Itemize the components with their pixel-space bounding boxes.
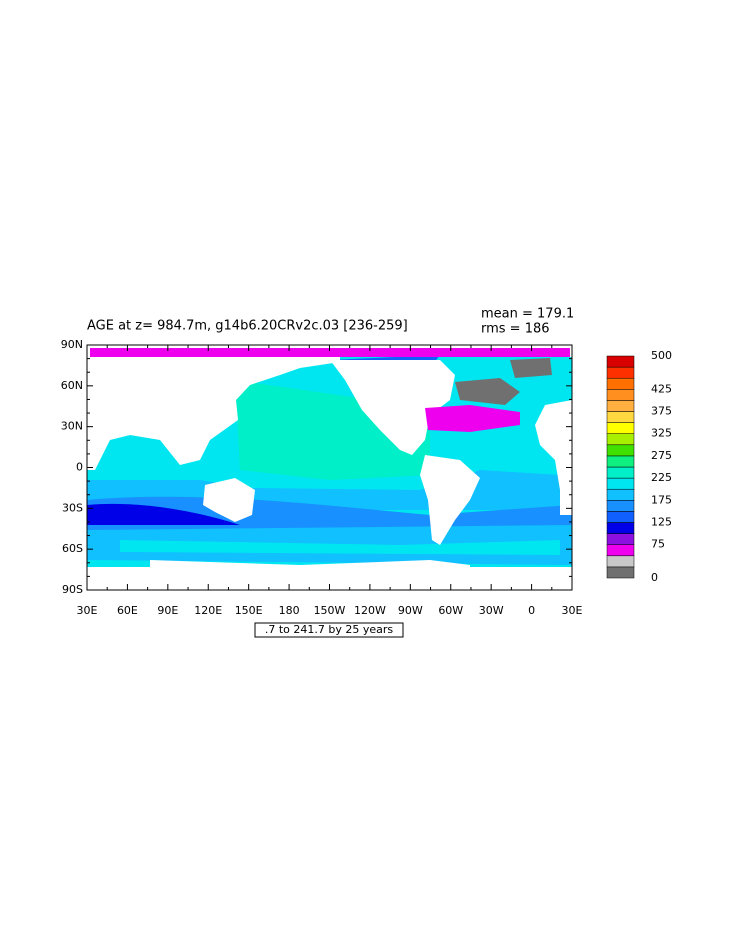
colorbar-box [606, 411, 635, 423]
x-tick-label: 0 [528, 604, 535, 617]
colorbar-label: 0 [651, 571, 658, 584]
colorbar-label: 175 [651, 493, 672, 506]
colorbar-box [606, 377, 635, 390]
colorbar-box [606, 477, 635, 490]
x-tick-label: 90E [157, 604, 178, 617]
colorbar-label: 275 [651, 449, 672, 462]
x-tick-label: 30W [479, 604, 504, 617]
x-tick-label: 180 [279, 604, 300, 617]
colorbar-label: 75 [651, 538, 665, 551]
colorbar-box [606, 533, 635, 545]
stat-mean: mean = 179.1 [481, 307, 574, 322]
x-tick-label: 30E [562, 604, 583, 617]
x-tick-label: 90W [398, 604, 423, 617]
colorbar: 0 75 125 175 225 275 325 375 425 500 [606, 349, 672, 584]
colorbar-box [606, 422, 635, 434]
note-box [254, 622, 404, 638]
colorbar-label: 225 [651, 471, 672, 484]
colorbar-label: 425 [651, 382, 672, 395]
colorbar-box [606, 511, 635, 523]
south-america [420, 455, 480, 545]
colorbar-box [606, 566, 635, 579]
colorbar-box [606, 366, 635, 379]
north-atlantic [425, 405, 520, 432]
x-tick-label: 150E [235, 604, 263, 617]
x-tick-label: 120W [354, 604, 386, 617]
colorbar-label: 500 [651, 349, 672, 362]
colorbar-box [606, 433, 635, 446]
antarctica [87, 560, 572, 590]
colorbar-box [606, 400, 635, 412]
x-tick-label: 30E [77, 604, 98, 617]
x-tick-label: 150W [314, 604, 346, 617]
colorbar-box [606, 555, 635, 568]
colorbar-box [606, 466, 635, 479]
y-tick-label: 90N [61, 338, 83, 351]
y-tick-label: 0 [76, 461, 83, 474]
x-tick-label: 120E [194, 604, 222, 617]
nordic-sea [510, 358, 552, 378]
eurasia [87, 357, 340, 470]
arctic-strip [90, 348, 570, 357]
x-tick-label: 60W [438, 604, 463, 617]
colorbar-box [606, 389, 635, 401]
colorbar-box [606, 500, 635, 512]
australia [203, 478, 255, 522]
colorbar-label: 375 [651, 405, 672, 418]
africa [535, 400, 572, 515]
colorbar-box [606, 522, 635, 534]
axes: 30E 60E 90E 120E 150E 180 150W 120W 90W 60W 30W 0 30… [61, 338, 583, 617]
colorbar-box [606, 444, 635, 457]
ocean-band [87, 503, 240, 525]
map [86, 344, 573, 591]
y-tick-label: 30N [61, 420, 83, 433]
x-tick-label: 60E [117, 604, 138, 617]
colorbar-box [606, 355, 635, 368]
y-tick-label: 60N [61, 379, 83, 392]
y-tick-label: 60S [62, 542, 83, 555]
stat-rms: rms = 186 [481, 322, 550, 337]
contour-note: .7 to 241.7 by 25 years [265, 623, 394, 636]
north-america [330, 360, 455, 455]
colorbar-box [606, 488, 635, 501]
y-tick-label: 30S [62, 501, 83, 514]
y-tick-label: 90S [62, 583, 83, 596]
colorbar-box [606, 544, 635, 557]
greenland-sea [455, 378, 520, 405]
title: AGE at z= 984.7m, g14b6.20CRv2c.03 [236-… [87, 319, 408, 334]
colorbar-box [606, 455, 635, 468]
colorbar-label: 125 [651, 516, 672, 529]
colorbar-label: 325 [651, 427, 672, 440]
ocean-band [120, 540, 560, 555]
